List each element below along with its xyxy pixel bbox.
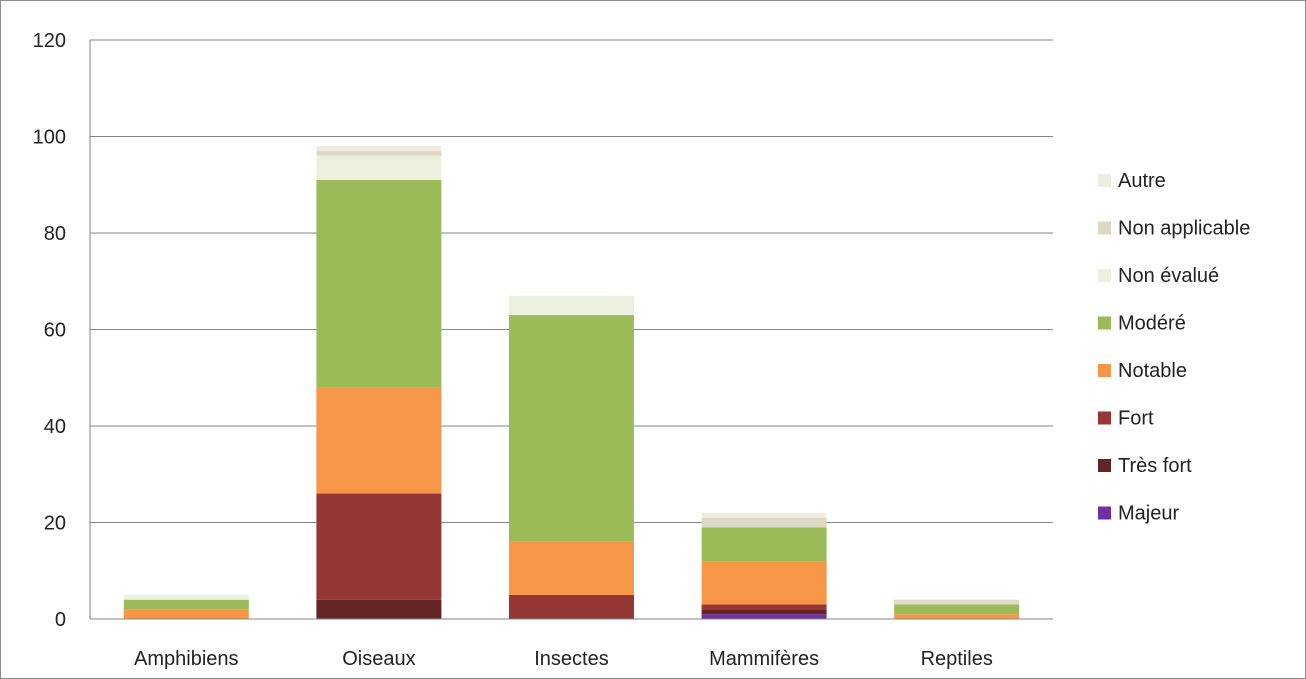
y-axis: 0 20 40 60 80 100 120 bbox=[33, 30, 91, 631]
bar-segment bbox=[894, 614, 1020, 619]
y-tick-label: 20 bbox=[44, 513, 66, 535]
bar-segment bbox=[509, 541, 634, 595]
bars bbox=[123, 146, 1020, 619]
legend-label: Fort bbox=[1118, 408, 1154, 430]
y-tick-label: 120 bbox=[33, 30, 66, 52]
legend-label: Autre bbox=[1118, 170, 1166, 192]
bar-segment bbox=[701, 604, 827, 610]
legend-item: Notable bbox=[1098, 360, 1187, 382]
bar-segment bbox=[316, 493, 442, 600]
legend-swatch bbox=[1098, 506, 1111, 520]
legend-label: Non évalué bbox=[1118, 265, 1219, 287]
legend-label: Très fort bbox=[1118, 455, 1192, 477]
bar-segment bbox=[316, 150, 442, 156]
legend-item: Non évalué bbox=[1098, 265, 1219, 287]
x-tick-label: Amphibiens bbox=[134, 648, 239, 670]
bar-segment bbox=[701, 561, 827, 605]
bar-segment bbox=[509, 295, 634, 316]
bar-segment bbox=[316, 387, 442, 494]
legend-item: Autre bbox=[1098, 170, 1166, 192]
bar-segment bbox=[316, 179, 442, 388]
bar-segment bbox=[123, 599, 249, 610]
bar-segment bbox=[701, 614, 827, 619]
x-tick-label: Reptiles bbox=[921, 648, 993, 670]
bar-segment bbox=[509, 594, 634, 619]
x-axis: Amphibiens Oiseaux Insectes Mammifères Repti… bbox=[90, 618, 1053, 670]
legend: Autre Non applicable Non évalué Modéré Notab… bbox=[1098, 170, 1250, 525]
legend-swatch bbox=[1098, 174, 1111, 187]
bar-segment bbox=[123, 594, 249, 600]
bar-segment bbox=[701, 517, 827, 528]
legend-label: Notable bbox=[1118, 360, 1187, 382]
legend-label: Modéré bbox=[1118, 313, 1186, 335]
legend-swatch bbox=[1098, 459, 1111, 472]
legend-swatch bbox=[1098, 411, 1111, 425]
y-tick-label: 100 bbox=[33, 127, 66, 149]
legend-item: Fort bbox=[1098, 408, 1154, 430]
x-tick-label: Oiseaux bbox=[342, 648, 415, 670]
legend-swatch bbox=[1098, 364, 1111, 377]
bar-segment bbox=[316, 599, 442, 619]
legend-item: Non applicable bbox=[1098, 218, 1250, 240]
bar-segment bbox=[316, 155, 442, 180]
x-tick-label: Mammifères bbox=[709, 648, 819, 670]
bar-segment bbox=[509, 315, 634, 542]
legend-swatch bbox=[1098, 269, 1111, 282]
legend-swatch bbox=[1098, 221, 1111, 235]
legend-label: Majeur bbox=[1118, 503, 1179, 525]
legend-item: Modéré bbox=[1098, 313, 1186, 335]
bar-segment bbox=[316, 146, 442, 151]
legend-item: Très fort bbox=[1098, 455, 1192, 477]
bar-segment bbox=[894, 604, 1020, 615]
legend-item: Majeur bbox=[1098, 503, 1179, 525]
bar-segment bbox=[701, 609, 827, 615]
bar-segment bbox=[701, 512, 827, 518]
x-tick-label: Insectes bbox=[534, 648, 608, 670]
legend-label: Non applicable bbox=[1118, 218, 1250, 240]
bar-segment bbox=[123, 609, 249, 619]
y-tick-label: 80 bbox=[44, 223, 66, 245]
legend-swatch bbox=[1098, 316, 1111, 330]
y-tick-label: 60 bbox=[44, 320, 66, 342]
y-tick-label: 40 bbox=[44, 416, 66, 438]
y-tick-label: 0 bbox=[55, 609, 66, 631]
bar-segment bbox=[894, 599, 1020, 605]
bar-segment bbox=[701, 527, 827, 562]
